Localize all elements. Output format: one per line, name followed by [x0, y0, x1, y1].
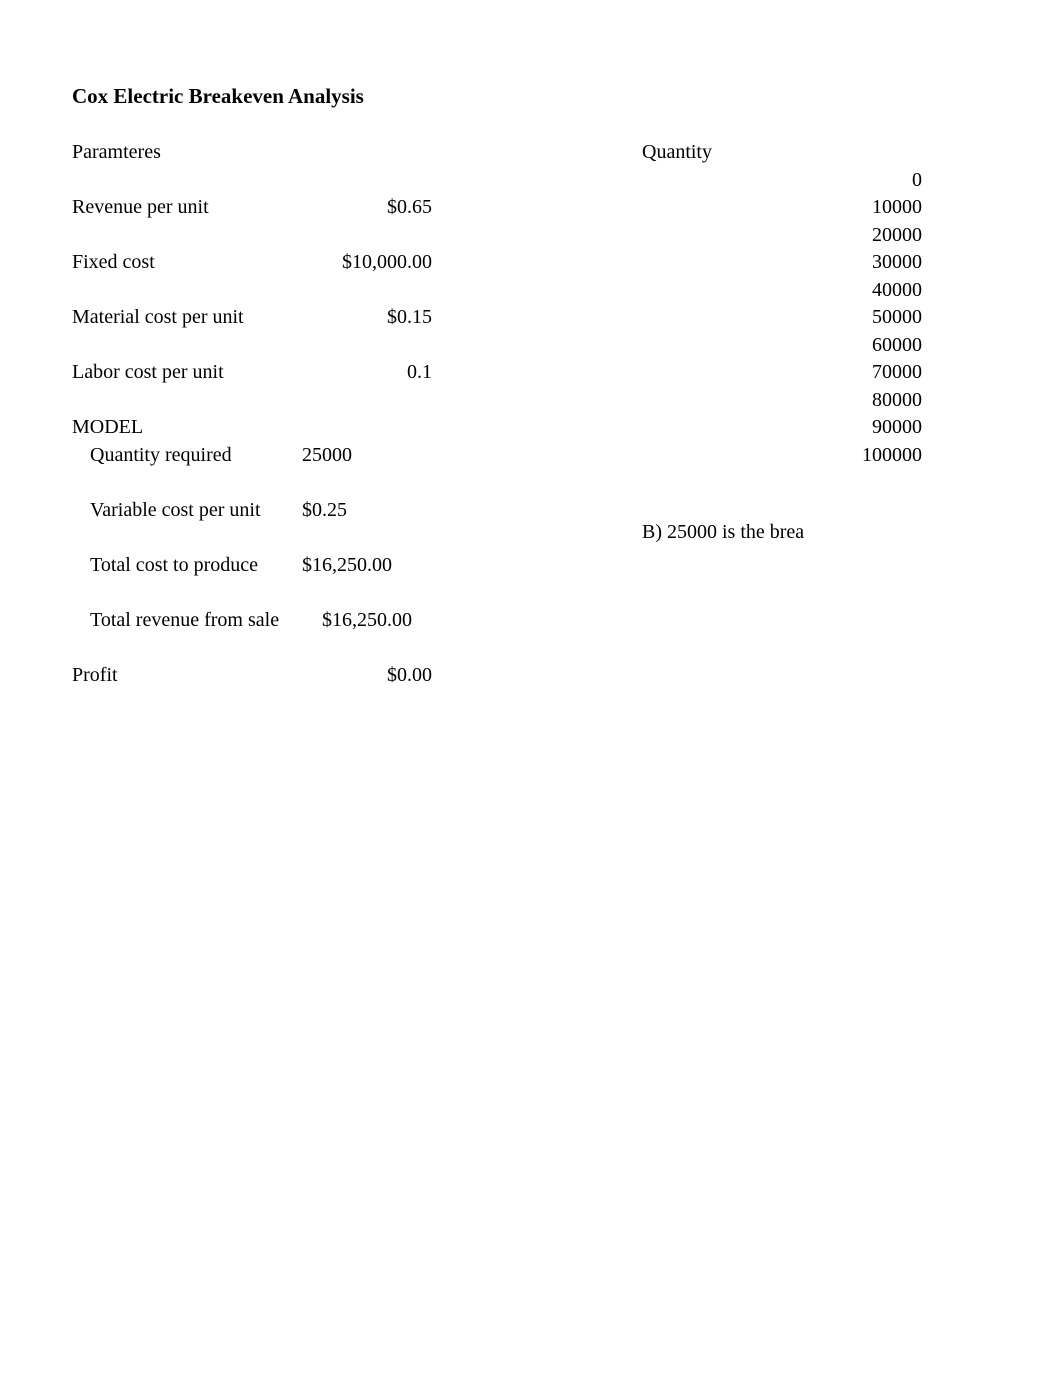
- quantity-value: 60000: [642, 332, 922, 360]
- quantity-value: 40000: [642, 277, 922, 305]
- material-cost-per-unit-label: Material cost per unit: [72, 306, 302, 329]
- quantity-required-label: Quantity required: [72, 444, 302, 467]
- fixed-cost-value: $10,000.00: [302, 251, 432, 274]
- revenue-per-unit-value: $0.65: [302, 196, 432, 219]
- variable-cost-per-unit-label: Variable cost per unit: [72, 499, 302, 522]
- total-revenue-from-sale-value: $16,250.00: [322, 609, 432, 632]
- breakeven-note: B) 25000 is the brea: [642, 521, 922, 544]
- quantity-value: 30000: [642, 249, 922, 277]
- left-column: Paramteres Revenue per unit $0.65 Fixed …: [72, 139, 502, 689]
- material-cost-per-unit-value: $0.15: [302, 306, 432, 329]
- total-cost-to-produce-value: $16,250.00: [302, 554, 432, 577]
- page-title: Cox Electric Breakeven Analysis: [72, 84, 990, 109]
- total-revenue-from-sale-label: Total revenue from sale: [72, 609, 322, 632]
- fixed-cost-label: Fixed cost: [72, 251, 302, 274]
- quantity-value: 100000: [642, 442, 922, 470]
- model-label: MODEL: [72, 416, 302, 439]
- labor-cost-per-unit-value: 0.1: [302, 361, 432, 384]
- labor-cost-per-unit-label: Labor cost per unit: [72, 361, 302, 384]
- quantity-value: 50000: [642, 304, 922, 332]
- parameters-header: Paramteres: [72, 141, 302, 164]
- quantity-value: 90000: [642, 414, 922, 442]
- variable-cost-per-unit-value: $0.25: [302, 499, 432, 522]
- profit-value: $0.00: [302, 664, 432, 687]
- quantity-value: 80000: [642, 387, 922, 415]
- right-column: Quantity 0 10000 20000 30000 40000 50000…: [642, 139, 922, 689]
- profit-label: Profit: [72, 664, 302, 687]
- quantity-value: 10000: [642, 194, 922, 222]
- quantity-value: 20000: [642, 222, 922, 250]
- revenue-per-unit-label: Revenue per unit: [72, 196, 302, 219]
- quantity-value: 0: [642, 167, 922, 195]
- quantity-value: 70000: [642, 359, 922, 387]
- quantity-required-value: 25000: [302, 444, 432, 467]
- total-cost-to-produce-label: Total cost to produce: [72, 554, 302, 577]
- quantity-header: Quantity: [642, 139, 922, 167]
